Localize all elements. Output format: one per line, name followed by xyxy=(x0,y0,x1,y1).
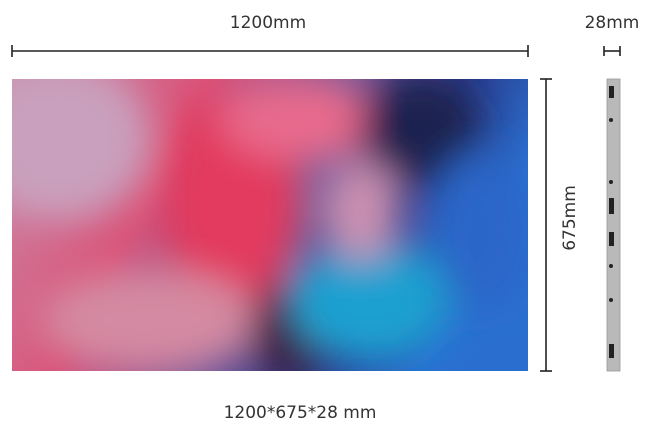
width-label: 1200mm xyxy=(230,13,306,33)
panel-image xyxy=(12,79,528,371)
depth-dimension-line xyxy=(603,46,621,56)
height-label: 675mm xyxy=(560,185,580,251)
caption: 1200*675*28 mm xyxy=(224,403,377,423)
side-profile xyxy=(606,78,621,372)
width-dimension-line xyxy=(11,45,529,57)
height-dimension-line xyxy=(540,78,552,372)
depth-label: 28mm xyxy=(585,13,640,33)
